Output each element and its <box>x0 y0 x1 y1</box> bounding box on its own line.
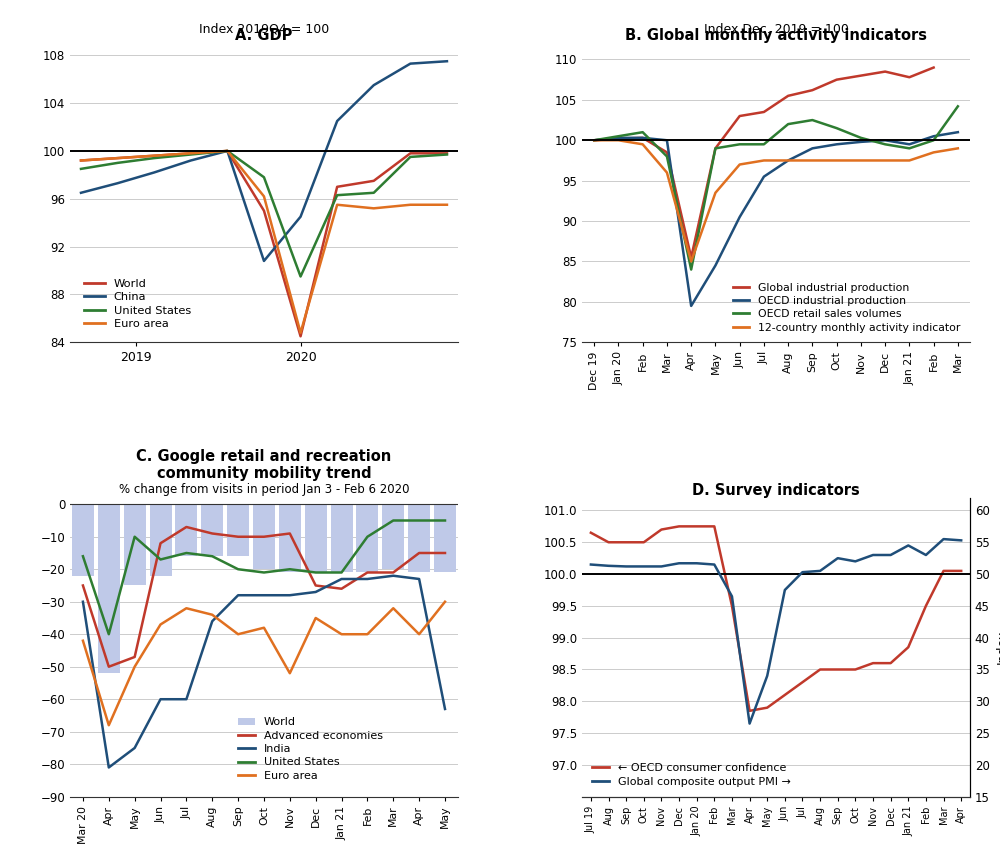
Bar <box>150 504 172 576</box>
Bar <box>98 504 120 673</box>
Text: Index Dec. 2019 = 100: Index Dec. 2019 = 100 <box>704 23 848 36</box>
Bar <box>382 504 404 569</box>
Title: C. Google retail and recreation
community mobility trend: C. Google retail and recreation communit… <box>136 449 392 481</box>
Title: D. Survey indicators: D. Survey indicators <box>692 482 860 498</box>
Legend: ← OECD consumer confidence, Global composite output PMI →: ← OECD consumer confidence, Global compo… <box>588 759 795 792</box>
Bar <box>201 504 223 556</box>
Bar <box>175 504 197 556</box>
Y-axis label: Index: Index <box>995 630 1000 664</box>
Text: Index 2019Q4 = 100: Index 2019Q4 = 100 <box>199 23 329 36</box>
Legend: World, Advanced economies, India, United States, Euro area: World, Advanced economies, India, United… <box>234 713 387 785</box>
Bar <box>279 504 301 572</box>
Text: % change from visits in period Jan 3 - Feb 6 2020: % change from visits in period Jan 3 - F… <box>119 483 409 496</box>
Legend: Global industrial production, OECD industrial production, OECD retail sales volu: Global industrial production, OECD indus… <box>729 279 965 337</box>
Legend: World, China, United States, Euro area: World, China, United States, Euro area <box>80 275 196 333</box>
Title: A. GDP: A. GDP <box>235 29 293 43</box>
Bar <box>253 504 275 569</box>
Bar <box>124 504 146 585</box>
Bar <box>408 504 430 572</box>
Bar <box>305 504 327 572</box>
Title: B. Global monthly activity indicators: B. Global monthly activity indicators <box>625 29 927 43</box>
Bar <box>227 504 249 556</box>
Bar <box>72 504 94 576</box>
Bar <box>434 504 456 572</box>
Bar <box>331 504 353 572</box>
Bar <box>356 504 378 572</box>
